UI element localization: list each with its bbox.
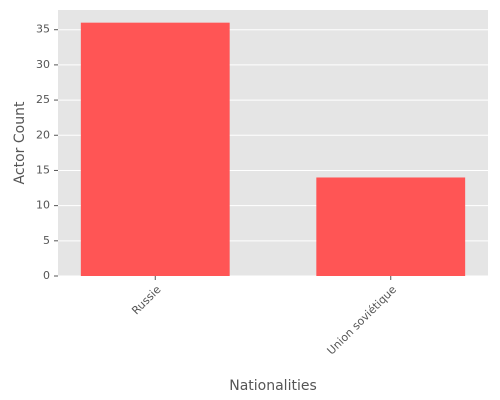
y-tick-label: 35	[36, 23, 50, 36]
y-axis-label: Actor Count	[12, 101, 28, 184]
x-tick-label: Russie	[129, 283, 163, 317]
y-tick-label: 20	[36, 128, 50, 141]
y-tick-label: 15	[36, 163, 50, 176]
y-tick-label: 30	[36, 58, 50, 71]
y-tick-label: 0	[43, 269, 50, 282]
x-tick-label: Union soviétique	[325, 283, 400, 358]
x-axis-label: Nationalities	[229, 378, 317, 394]
y-tick-label: 5	[43, 234, 50, 247]
y-tick-label: 25	[36, 93, 50, 106]
y-tick-label: 10	[36, 199, 50, 212]
bar	[80, 22, 230, 276]
bar	[316, 177, 466, 276]
